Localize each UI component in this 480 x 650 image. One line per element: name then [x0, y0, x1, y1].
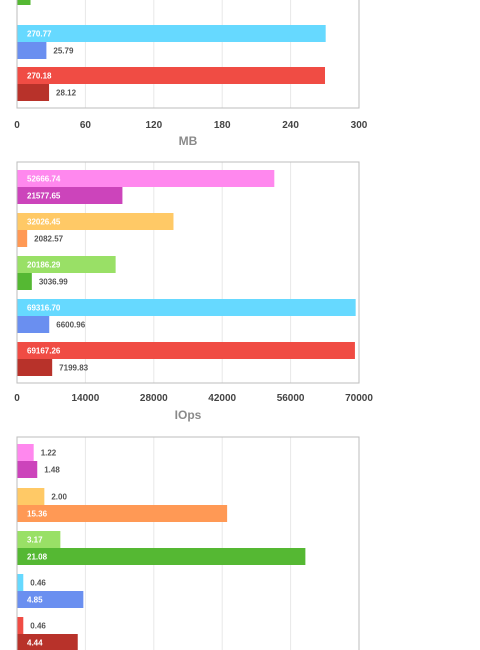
bar: [17, 187, 123, 204]
data-label: 6600.96: [56, 321, 85, 330]
bar: [17, 0, 31, 5]
data-label: 20186.29: [27, 261, 61, 270]
data-label: 1.48: [44, 466, 60, 475]
tick-label: 70000: [345, 393, 373, 404]
bar: [17, 316, 50, 333]
bar: [17, 213, 174, 230]
bar: [17, 342, 355, 359]
data-label: 0.46: [30, 579, 46, 588]
bar: [17, 531, 61, 548]
data-label: 25.79: [53, 47, 74, 56]
x-axis-title: IOps: [175, 408, 202, 422]
bar: [17, 574, 24, 591]
data-label: 11.86: [38, 0, 58, 2]
data-label: 21577.65: [27, 192, 61, 201]
bar: [17, 67, 326, 84]
tick-label: 180: [214, 120, 231, 131]
data-label: 0.46: [30, 622, 46, 631]
bar: [17, 591, 84, 608]
bar: [17, 634, 78, 650]
bar: [17, 170, 275, 187]
data-label: 4.44: [27, 639, 43, 648]
plot-frame: [16, 0, 360, 109]
data-label: 21.08: [27, 553, 48, 562]
data-label: 3036.99: [39, 278, 68, 287]
data-label: 4.85: [27, 596, 43, 605]
plot-frame: [16, 161, 360, 384]
tick-label: 60: [80, 120, 92, 131]
data-label: 69167.26: [27, 347, 61, 356]
tick-label: 0: [14, 120, 20, 131]
tick-label: 240: [282, 120, 299, 131]
bar: [17, 25, 326, 42]
bar: [17, 548, 306, 565]
tick-label: 120: [145, 120, 162, 131]
tick-label: 56000: [277, 393, 305, 404]
data-label: 1.22: [41, 449, 57, 458]
data-label: 28.12: [56, 89, 77, 98]
data-label: 69316.70: [27, 304, 61, 313]
tick-label: 28000: [140, 393, 168, 404]
tick-label: 42000: [208, 393, 236, 404]
data-label: 32026.45: [27, 218, 61, 227]
bar: [17, 359, 53, 376]
bar: [17, 617, 24, 634]
bar: [17, 84, 50, 101]
plot-frame: [16, 436, 360, 650]
bar: [17, 230, 28, 247]
tick-label: 14000: [71, 393, 99, 404]
data-label: 3.17: [27, 536, 43, 545]
bar: [17, 488, 45, 505]
bar: [17, 273, 32, 290]
tick-label: 0: [14, 393, 20, 404]
data-label: 2082.57: [34, 235, 63, 244]
data-label: 7199.83: [59, 364, 88, 373]
bar: [17, 461, 38, 478]
data-label: 52666.74: [27, 175, 61, 184]
bar: [17, 299, 356, 316]
data-label: 2.00: [51, 493, 67, 502]
bar: [17, 444, 34, 461]
x-axis-title: MB: [179, 134, 198, 148]
bar: [17, 505, 228, 522]
bar: [17, 42, 47, 59]
bar: [17, 256, 116, 273]
data-label: 270.77: [27, 30, 52, 39]
data-label: 270.18: [27, 72, 52, 81]
tick-label: 300: [351, 120, 368, 131]
data-label: 15.36: [27, 510, 48, 519]
